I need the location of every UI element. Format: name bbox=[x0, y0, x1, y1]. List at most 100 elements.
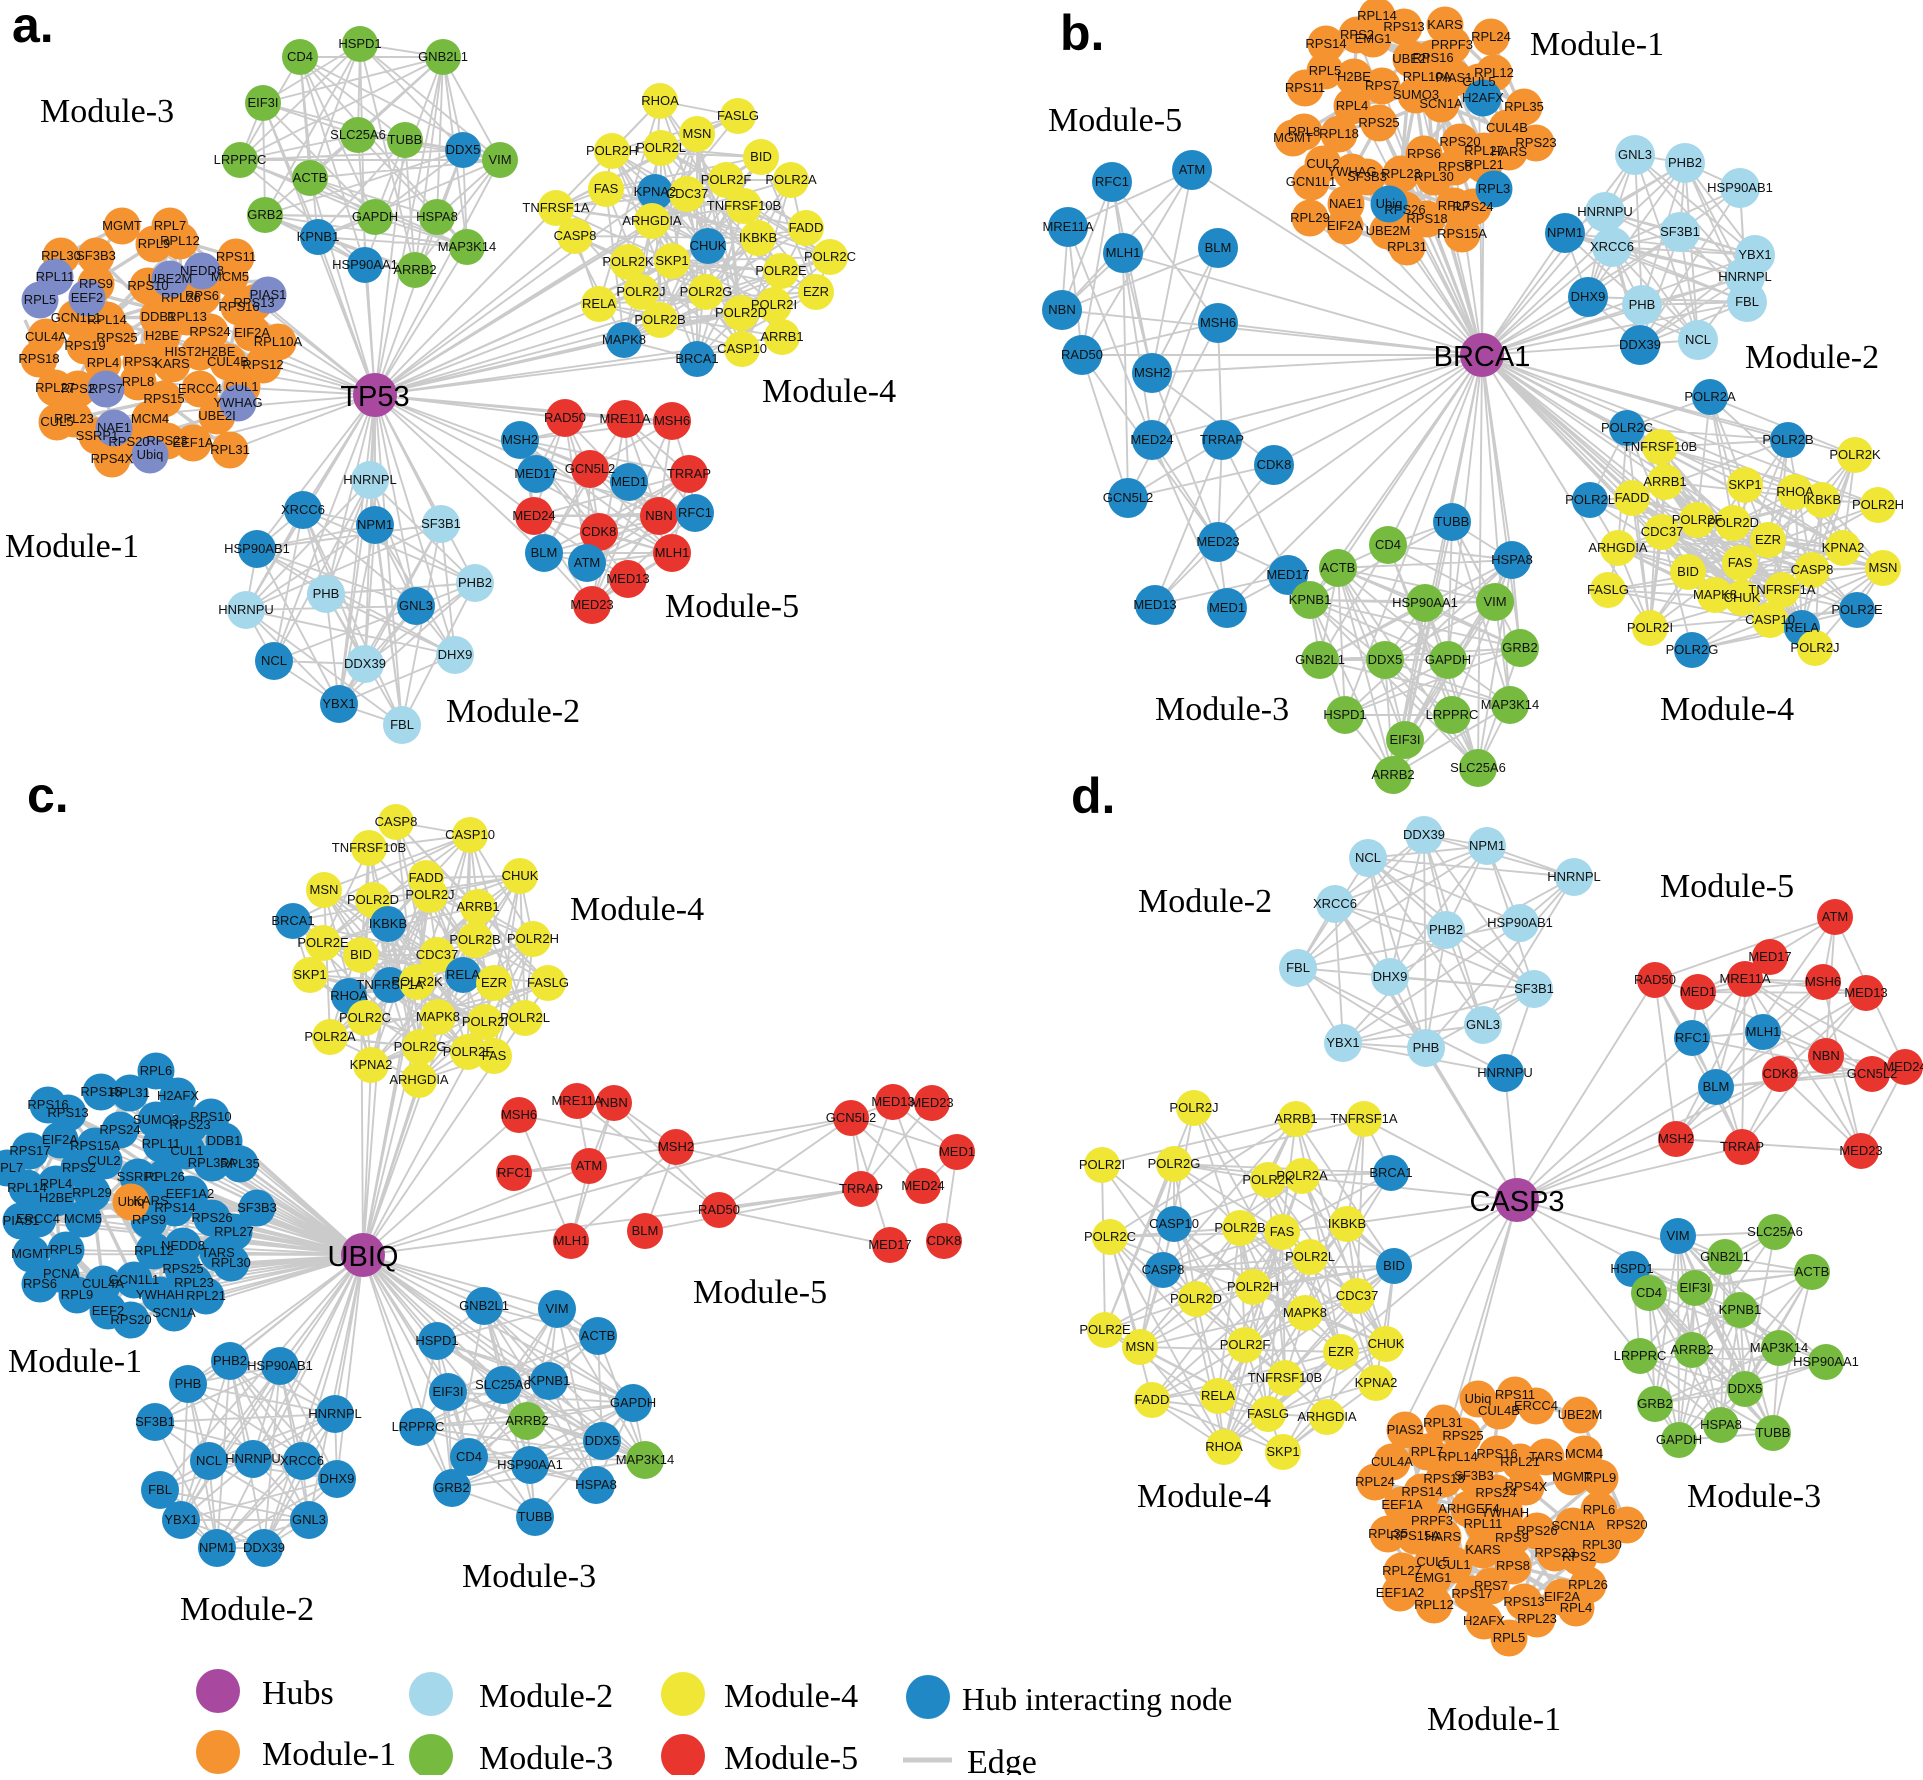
svg-text:Ubiq: Ubiq bbox=[137, 447, 164, 462]
svg-text:EIF2A: EIF2A bbox=[42, 1132, 78, 1147]
svg-text:CUL5: CUL5 bbox=[1462, 74, 1495, 89]
svg-text:HSP90AB1: HSP90AB1 bbox=[247, 1358, 313, 1373]
svg-text:HNRNPL: HNRNPL bbox=[308, 1406, 361, 1421]
svg-text:DHX9: DHX9 bbox=[1373, 969, 1408, 984]
svg-text:NEDD8: NEDD8 bbox=[161, 1238, 205, 1253]
svg-text:TUBB: TUBB bbox=[1756, 1425, 1791, 1440]
svg-text:RAD50: RAD50 bbox=[1634, 972, 1676, 987]
svg-text:MED24: MED24 bbox=[1883, 1059, 1923, 1074]
svg-text:CUL1: CUL1 bbox=[225, 379, 258, 394]
svg-text:RPS14: RPS14 bbox=[154, 1200, 195, 1215]
svg-text:DDX39: DDX39 bbox=[243, 1540, 285, 1555]
svg-text:POLR2E: POLR2E bbox=[297, 935, 349, 950]
svg-text:EIF2A: EIF2A bbox=[234, 325, 270, 340]
svg-text:a.: a. bbox=[12, 0, 54, 53]
svg-text:VIM: VIM bbox=[545, 1301, 568, 1316]
svg-text:RPS18: RPS18 bbox=[1406, 211, 1447, 226]
svg-text:TRRAP: TRRAP bbox=[1200, 432, 1244, 447]
svg-text:CHUK: CHUK bbox=[502, 868, 539, 883]
svg-text:DDX39: DDX39 bbox=[1619, 337, 1661, 352]
svg-text:PRPF3: PRPF3 bbox=[1411, 1513, 1453, 1528]
svg-text:MED13: MED13 bbox=[606, 571, 649, 586]
svg-text:POLR2K: POLR2K bbox=[391, 974, 443, 989]
svg-text:GCN5L2: GCN5L2 bbox=[1103, 490, 1154, 505]
svg-text:BLM: BLM bbox=[632, 1223, 659, 1238]
svg-text:HSPD1: HSPD1 bbox=[338, 36, 381, 51]
svg-text:RPS19: RPS19 bbox=[64, 338, 105, 353]
svg-text:EEF2: EEF2 bbox=[71, 290, 104, 305]
svg-text:POLR2C: POLR2C bbox=[1601, 420, 1653, 435]
svg-text:RPL4: RPL4 bbox=[1336, 98, 1369, 113]
svg-text:CASP8: CASP8 bbox=[375, 814, 418, 829]
svg-text:GNL3: GNL3 bbox=[1466, 1017, 1500, 1032]
svg-text:SKP1: SKP1 bbox=[293, 967, 326, 982]
svg-text:DHX9: DHX9 bbox=[320, 1471, 355, 1486]
svg-text:CASP10: CASP10 bbox=[1149, 1216, 1199, 1231]
svg-text:SKP1: SKP1 bbox=[655, 253, 688, 268]
svg-text:TUBB: TUBB bbox=[518, 1509, 553, 1524]
svg-text:RPL7: RPL7 bbox=[1438, 198, 1471, 213]
svg-text:MED1: MED1 bbox=[1680, 984, 1716, 999]
svg-text:RPL5: RPL5 bbox=[50, 1242, 83, 1257]
svg-text:MAP3K14: MAP3K14 bbox=[616, 1452, 675, 1467]
svg-text:POLR2B: POLR2B bbox=[1214, 1220, 1265, 1235]
svg-text:RPL23: RPL23 bbox=[1381, 166, 1421, 181]
svg-text:EMG1: EMG1 bbox=[1355, 31, 1392, 46]
svg-text:RPL27: RPL27 bbox=[35, 380, 75, 395]
svg-text:NCL: NCL bbox=[261, 653, 287, 668]
svg-text:UBE2I: UBE2I bbox=[198, 408, 236, 423]
svg-text:BRCA1: BRCA1 bbox=[675, 351, 718, 366]
svg-text:RPL35A: RPL35A bbox=[188, 1155, 237, 1170]
svg-text:POLR2F: POLR2F bbox=[701, 172, 752, 187]
svg-text:Module-2: Module-2 bbox=[1745, 339, 1879, 376]
svg-text:Module-1: Module-1 bbox=[5, 528, 139, 565]
svg-text:CASP8: CASP8 bbox=[554, 228, 597, 243]
svg-text:BLM: BLM bbox=[1205, 240, 1232, 255]
svg-text:MED1: MED1 bbox=[1209, 600, 1245, 615]
svg-text:RPL21: RPL21 bbox=[1464, 157, 1504, 172]
svg-text:HSP90AA1: HSP90AA1 bbox=[497, 1457, 563, 1472]
svg-text:Ubiq: Ubiq bbox=[1465, 1391, 1492, 1406]
svg-text:Module-5: Module-5 bbox=[693, 1274, 827, 1311]
svg-text:RPS25: RPS25 bbox=[162, 1261, 203, 1276]
svg-text:Module-5: Module-5 bbox=[724, 1740, 858, 1775]
svg-text:EZR: EZR bbox=[481, 975, 507, 990]
svg-text:CASP3: CASP3 bbox=[1469, 1186, 1564, 1218]
svg-text:ARRB2: ARRB2 bbox=[393, 262, 436, 277]
svg-text:RPL9: RPL9 bbox=[138, 236, 171, 251]
svg-text:RELA: RELA bbox=[1785, 620, 1819, 635]
svg-text:MLH1: MLH1 bbox=[1106, 245, 1141, 260]
svg-text:FASLG: FASLG bbox=[717, 108, 759, 123]
svg-text:GRB2: GRB2 bbox=[1637, 1396, 1672, 1411]
svg-text:SCN1A: SCN1A bbox=[1551, 1518, 1595, 1533]
svg-text:CDK8: CDK8 bbox=[1763, 1066, 1798, 1081]
svg-text:RPS17: RPS17 bbox=[9, 1143, 50, 1158]
svg-text:Module-3: Module-3 bbox=[462, 1558, 596, 1595]
svg-text:YBX1: YBX1 bbox=[1738, 247, 1771, 262]
svg-text:Module-5: Module-5 bbox=[1048, 102, 1182, 139]
svg-text:RPL24: RPL24 bbox=[1471, 29, 1511, 44]
svg-text:BLM: BLM bbox=[1703, 1079, 1730, 1094]
svg-text:MED23: MED23 bbox=[570, 597, 613, 612]
svg-text:HARS: HARS bbox=[1491, 144, 1527, 159]
svg-text:RPS25: RPS25 bbox=[96, 330, 137, 345]
svg-text:RPS2: RPS2 bbox=[1562, 1549, 1596, 1564]
svg-text:RPS11: RPS11 bbox=[1285, 80, 1325, 95]
svg-text:Module-3: Module-3 bbox=[479, 1740, 613, 1775]
svg-text:RPL23: RPL23 bbox=[174, 1275, 214, 1290]
svg-text:IKBKB: IKBKB bbox=[369, 916, 407, 931]
svg-text:DDB1: DDB1 bbox=[207, 1133, 242, 1148]
svg-text:RPL30: RPL30 bbox=[211, 1255, 251, 1270]
svg-text:POLR2K: POLR2K bbox=[1242, 1172, 1294, 1187]
svg-text:MRE11A: MRE11A bbox=[1719, 971, 1770, 986]
svg-text:RPL14: RPL14 bbox=[87, 312, 127, 327]
svg-text:RPL7: RPL7 bbox=[1411, 1444, 1444, 1459]
svg-text:MED17: MED17 bbox=[868, 1237, 911, 1252]
svg-text:MSN: MSN bbox=[310, 882, 339, 897]
svg-text:RPL6: RPL6 bbox=[140, 1063, 173, 1078]
svg-text:NPM1: NPM1 bbox=[1547, 225, 1583, 240]
svg-text:UBIQ: UBIQ bbox=[328, 1241, 399, 1273]
svg-text:BID: BID bbox=[350, 947, 372, 962]
svg-text:RPS20: RPS20 bbox=[108, 434, 149, 449]
svg-text:RPS3: RPS3 bbox=[124, 354, 158, 369]
